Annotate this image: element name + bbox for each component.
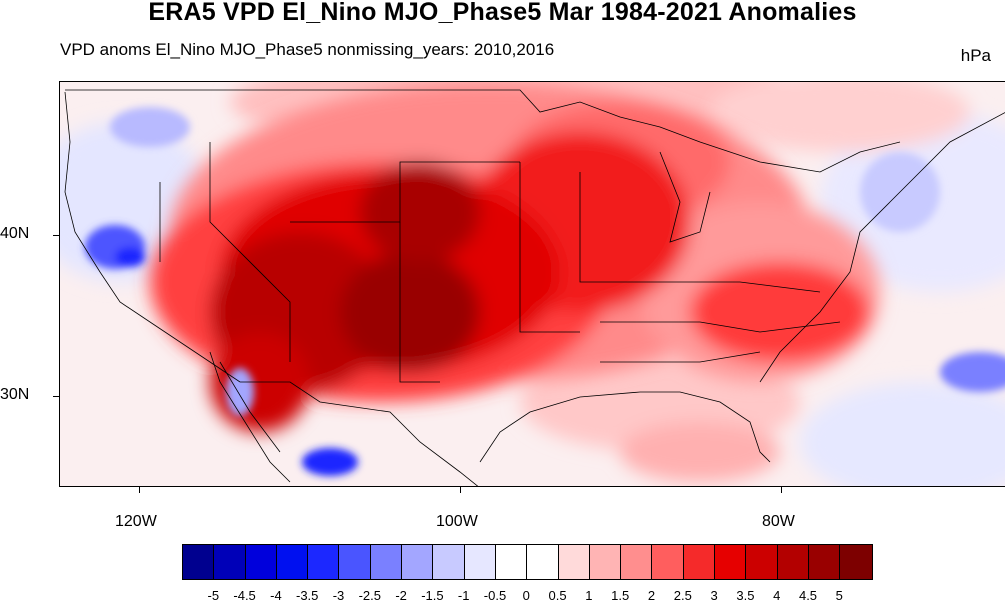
colorbar-tick-label: 5 — [835, 588, 843, 603]
colorbar-tick-label: -3.5 — [295, 588, 319, 603]
colorbar-tick-label: 3.5 — [736, 588, 755, 603]
colorbar-swatch — [746, 545, 778, 579]
colorbar-swatch — [214, 545, 246, 579]
colorbar-swatch — [245, 545, 277, 579]
colorbar-tick-label: -5 — [207, 588, 220, 603]
colorbar-swatch — [527, 545, 559, 579]
colorbar-swatch — [715, 545, 747, 579]
colorbar-swatch — [183, 545, 215, 579]
colorbar: -5 -4.5 -4 -3.5 -3 -2.5 -2 -1.5 -1 -0.5 0 0.5 1 1.5 2 2… — [182, 544, 873, 603]
lat-label-30n: 30N — [0, 386, 30, 403]
colorbar-swatch — [840, 545, 872, 579]
colorbar-swatch — [652, 545, 684, 579]
units-label: hPa — [960, 46, 991, 65]
colorbar-swatch — [777, 545, 809, 579]
colorbar-swatches — [182, 544, 873, 580]
colorbar-tick-label: 4 — [773, 588, 781, 603]
figure-subtitle: VPD anoms El_Nino MJO_Phase5 nonmissing_… — [60, 40, 555, 59]
lon-label-120w: 120W — [115, 513, 157, 530]
colorbar-tick-label: -4 — [270, 588, 282, 603]
colorbar-tick-label: -1.5 — [421, 588, 444, 603]
colorbar-tick-label: 0 — [522, 588, 530, 603]
colorbar-tick-label: -4.5 — [233, 588, 256, 603]
colorbar-tick-label: 2.5 — [673, 588, 692, 603]
colorbar-swatch — [370, 545, 403, 579]
colorbar-tick-label: -2 — [395, 588, 407, 603]
colorbar-swatch — [276, 545, 309, 579]
lon-label-80w: 80W — [762, 513, 795, 530]
lon-label-100w: 100W — [436, 513, 478, 530]
colorbar-swatch — [589, 545, 622, 579]
anomaly-map-graphic — [60, 82, 1005, 486]
colorbar-swatch — [308, 545, 340, 579]
colorbar-tick-label: 1.5 — [611, 588, 630, 603]
colorbar-tick-label: 0.5 — [548, 588, 567, 603]
colorbar-swatch — [433, 545, 465, 579]
figure-title: ERA5 VPD El_Nino MJO_Phase5 Mar 1984-202… — [148, 0, 857, 26]
colorbar-swatch — [464, 545, 496, 579]
colorbar-swatch — [402, 545, 434, 579]
colorbar-tick-label: 3 — [710, 588, 718, 603]
colorbar-swatch — [621, 545, 653, 579]
lat-label-40n: 40N — [0, 225, 30, 242]
colorbar-tick-label: -1 — [457, 588, 470, 603]
anomaly-map — [59, 81, 1005, 487]
colorbar-swatch — [495, 545, 528, 579]
colorbar-swatch — [339, 545, 371, 579]
colorbar-swatch — [683, 545, 716, 579]
colorbar-swatch — [558, 545, 590, 579]
colorbar-labels: -5 -4.5 -4 -3.5 -3 -2.5 -2 -1.5 -1 -0.5 0 0.5 1 1.5 2 2… — [182, 588, 870, 608]
colorbar-swatch — [808, 545, 841, 579]
colorbar-tick-label: 1 — [585, 588, 593, 603]
colorbar-tick-label: -3 — [332, 588, 345, 603]
colorbar-tick-label: -0.5 — [483, 588, 507, 603]
colorbar-tick-label: 2 — [647, 588, 656, 603]
colorbar-tick-label: -2.5 — [358, 588, 381, 603]
colorbar-tick-label: 4.5 — [798, 588, 818, 603]
